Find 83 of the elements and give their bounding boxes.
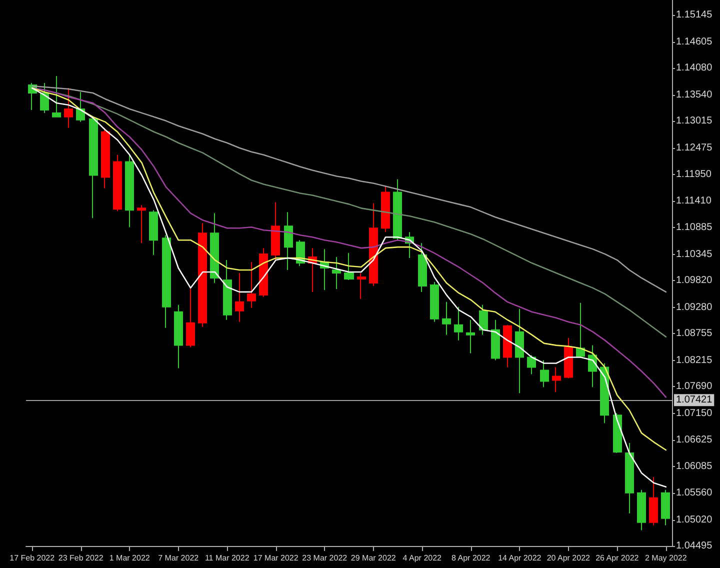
candlestick: [479, 304, 488, 336]
candlestick: [52, 76, 61, 118]
candlestick: [430, 281, 439, 322]
y-tick-label: 1.05020: [676, 514, 713, 526]
candlestick: [332, 256, 341, 290]
x-tick-label: 4 Apr 2022: [402, 554, 442, 562]
candlestick: [564, 337, 573, 379]
y-tick-label: 1.12475: [676, 142, 713, 154]
candlestick: [149, 210, 158, 256]
x-tick-label: 20 Apr 2022: [546, 554, 591, 562]
y-tick-label: 1.14605: [676, 36, 713, 48]
candlestick: [137, 204, 146, 244]
candlestick: [442, 301, 451, 336]
candlestick: [284, 212, 293, 271]
candlestick: [576, 302, 585, 358]
x-tick-label: 1 Mar 2022: [109, 554, 150, 562]
y-tick-label: 1.13015: [676, 116, 713, 127]
candlestick: [113, 154, 122, 212]
candlestick: [527, 354, 536, 375]
x-tick-label: 23 Mar 2022: [302, 554, 348, 562]
candlestick: [466, 319, 475, 354]
x-tick-label: 11 Mar 2022: [204, 554, 250, 562]
candlestick: [40, 82, 49, 114]
candlestick: [418, 242, 427, 292]
x-tick-label: 23 Feb 2022: [58, 554, 104, 562]
y-tick-label: 1.09280: [676, 302, 713, 313]
x-tick-label: 29 Mar 2022: [350, 554, 396, 562]
candlestick: [76, 91, 85, 122]
candlestick: [259, 248, 268, 298]
candlestick: [613, 412, 622, 454]
x-tick-label: 14 Apr 2022: [498, 554, 542, 562]
x-tick-label: 7 Mar 2022: [158, 554, 200, 562]
y-tick-label: 1.06625: [676, 434, 713, 446]
candlestick: [174, 304, 183, 369]
candlestick: [235, 272, 244, 322]
y-tick-label: 1.06085: [676, 461, 713, 472]
candlestick: [162, 234, 171, 328]
y-tick-label: 1.10345: [676, 248, 713, 260]
y-tick-label: 1.08215: [676, 355, 713, 366]
candlestick: [89, 116, 98, 219]
x-tick-label: 26 Apr 2022: [596, 554, 640, 562]
candlestick: [661, 489, 670, 526]
x-tick-label: 2 May 2022: [645, 554, 688, 562]
candlestick: [198, 222, 207, 328]
line-series: [31, 85, 667, 293]
y-tick-label: 1.05560: [676, 487, 713, 498]
x-tick-label: 17 Feb 2022: [10, 554, 56, 562]
y-tick-label: 1.07690: [676, 381, 713, 392]
candlestick: [552, 366, 561, 393]
candlestick: [344, 252, 354, 280]
candlestick: [491, 319, 500, 361]
candlestick: [381, 186, 390, 233]
y-tick-label: 1.14080: [676, 62, 713, 74]
candlestick: [247, 262, 256, 308]
y-tick-label: 1.10885: [676, 222, 713, 233]
candlestick: [210, 212, 219, 284]
y-tick-label: 1.08755: [676, 328, 713, 340]
candlestick: [454, 306, 463, 341]
candlestick: [101, 127, 110, 189]
ref-line-label: 1.07421: [676, 394, 713, 406]
y-tick-label: 1.15145: [676, 9, 713, 20]
candlestick: [503, 324, 512, 368]
y-tick-label: 1.11410: [676, 196, 712, 207]
candlestick: [64, 88, 73, 128]
candlestick: [393, 178, 402, 241]
candlestick: [369, 202, 378, 286]
candlestick: [125, 154, 134, 228]
y-tick-label: 1.09820: [676, 274, 713, 286]
candlestick: [515, 308, 524, 394]
candlestick: [186, 286, 195, 348]
candlestick: [637, 489, 646, 531]
y-tick-label: 1.04495: [676, 540, 713, 552]
y-tick-label: 1.11950: [676, 168, 712, 180]
y-tick-label: 1.13540: [676, 89, 713, 100]
x-tick-label: 17 Mar 2022: [253, 554, 299, 562]
candlestick: [540, 360, 549, 388]
candlestick: [649, 476, 658, 526]
candlestick: [223, 260, 232, 320]
candlestick: [625, 442, 634, 514]
candlestick: [357, 272, 366, 300]
candlestick: [271, 202, 280, 261]
x-tick-label: 8 Apr 2022: [452, 554, 491, 562]
y-tick-label: 1.07150: [676, 408, 713, 420]
